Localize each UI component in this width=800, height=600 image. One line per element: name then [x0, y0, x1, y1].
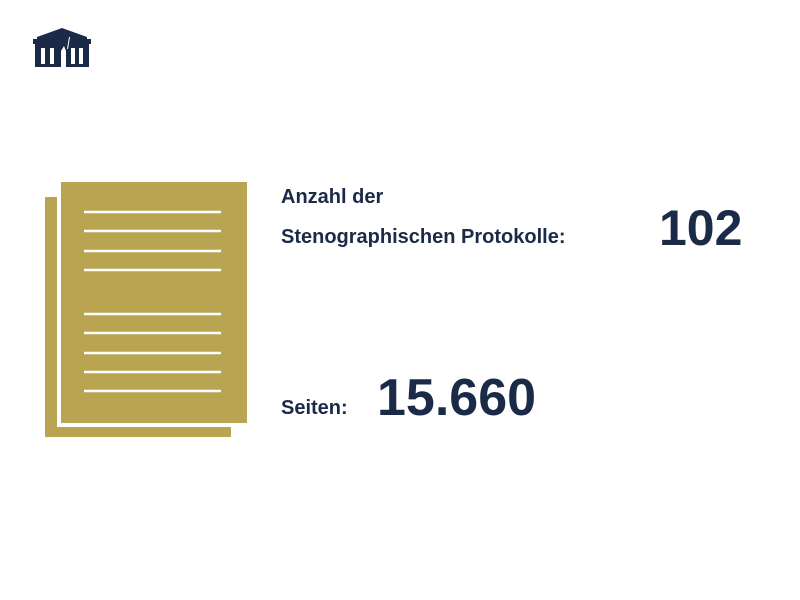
protocols-label-line2: Stenographischen Protokolle: — [281, 226, 566, 248]
protocols-label-line1: Anzahl der — [281, 186, 384, 208]
pages-value: 15.660 — [377, 369, 537, 427]
pages-label: Seiten: — [281, 397, 348, 419]
parliament-logo-icon — [33, 28, 91, 67]
document-stack-icon — [45, 178, 251, 437]
protocols-value: 102 — [659, 200, 743, 256]
